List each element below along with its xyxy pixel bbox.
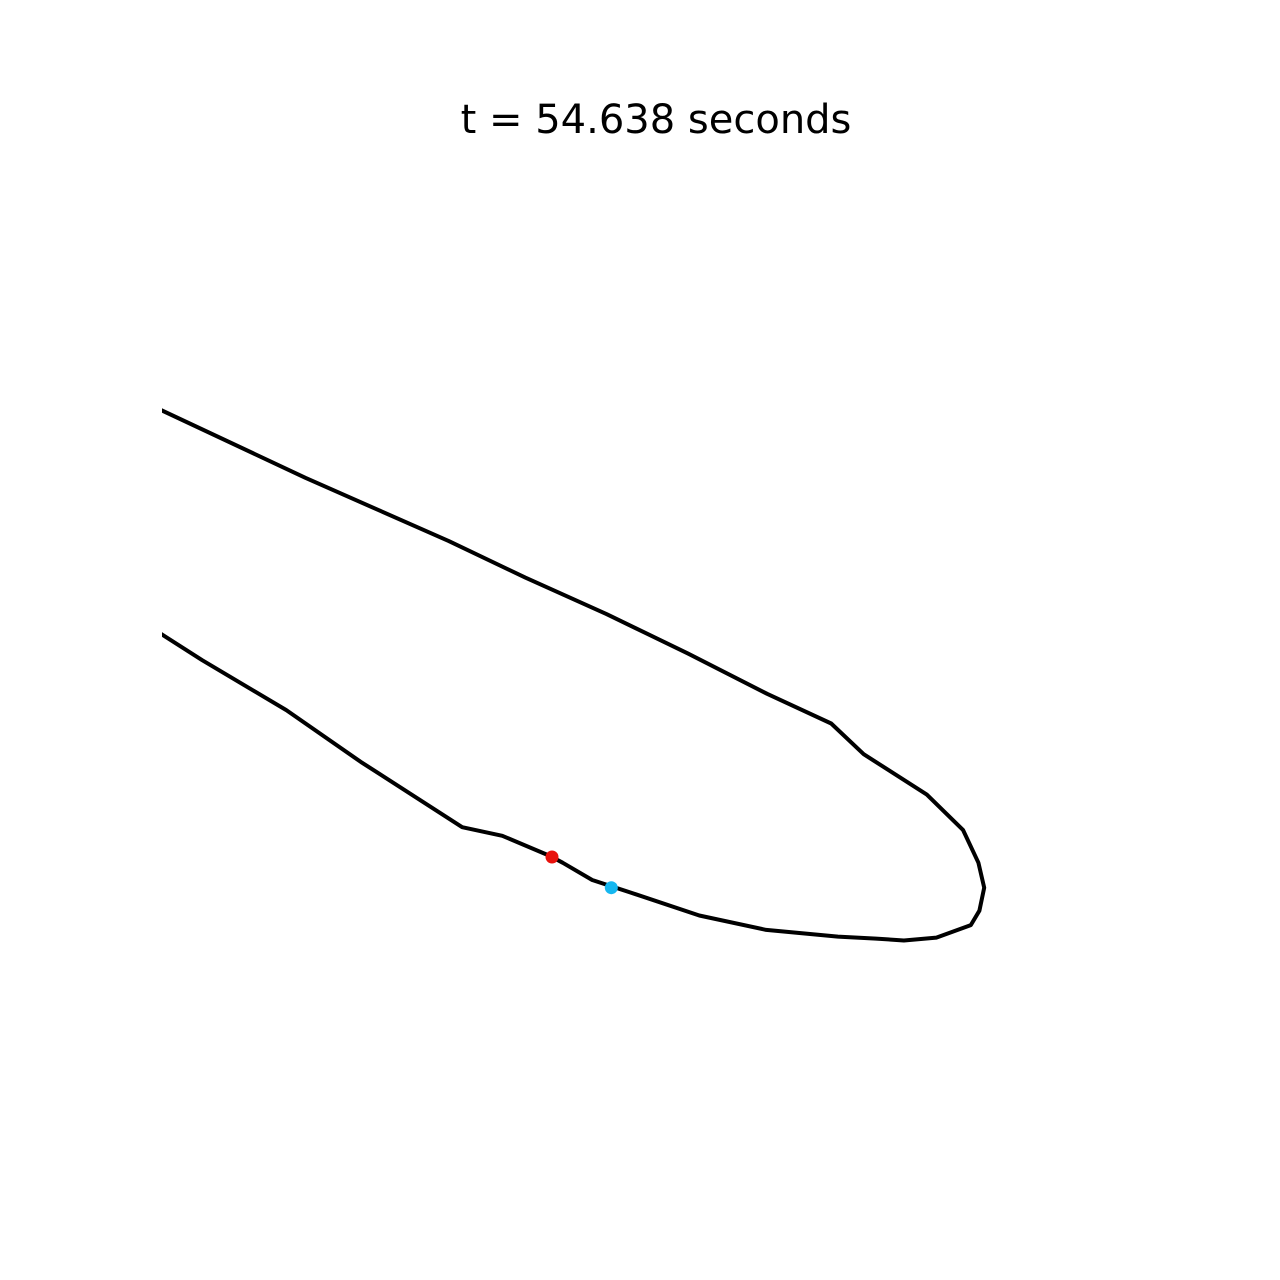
trajectory-line: [162, 408, 987, 943]
red-marker-point: [545, 850, 559, 864]
plot-area: [162, 408, 987, 943]
plot-title: t = 54.638 seconds: [461, 97, 852, 143]
blue-marker-point: [604, 881, 618, 895]
